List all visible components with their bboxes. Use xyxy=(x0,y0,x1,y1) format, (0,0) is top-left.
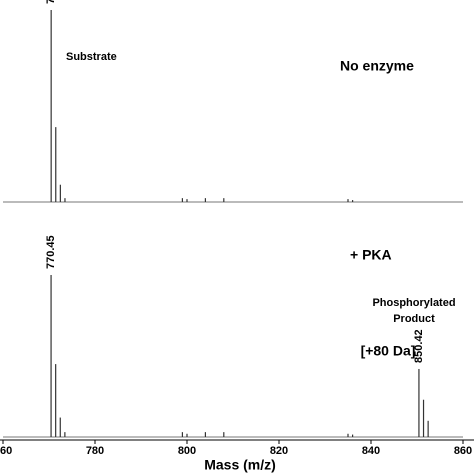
x-tick-label: 820 xyxy=(270,445,288,457)
x-tick-label: 800 xyxy=(178,445,196,457)
peak-label: 850.42 xyxy=(413,329,425,363)
annotation: Phosphorylated xyxy=(372,297,455,309)
peak-label: 770.47 xyxy=(45,0,57,4)
peak-label: 770.45 xyxy=(45,235,57,269)
annotation: Substrate xyxy=(66,51,117,63)
x-axis-label: Mass (m/z) xyxy=(204,457,276,473)
x-tick-label: 760 xyxy=(0,445,12,457)
annotation: + PKA xyxy=(350,247,392,263)
annotation: Product xyxy=(393,313,435,325)
annotation: [+80 Da] xyxy=(361,343,416,359)
x-tick-label: 840 xyxy=(362,445,380,457)
x-tick-label: 860 xyxy=(454,445,472,457)
x-tick-label: 780 xyxy=(86,445,104,457)
annotation: No enzyme xyxy=(340,58,414,74)
